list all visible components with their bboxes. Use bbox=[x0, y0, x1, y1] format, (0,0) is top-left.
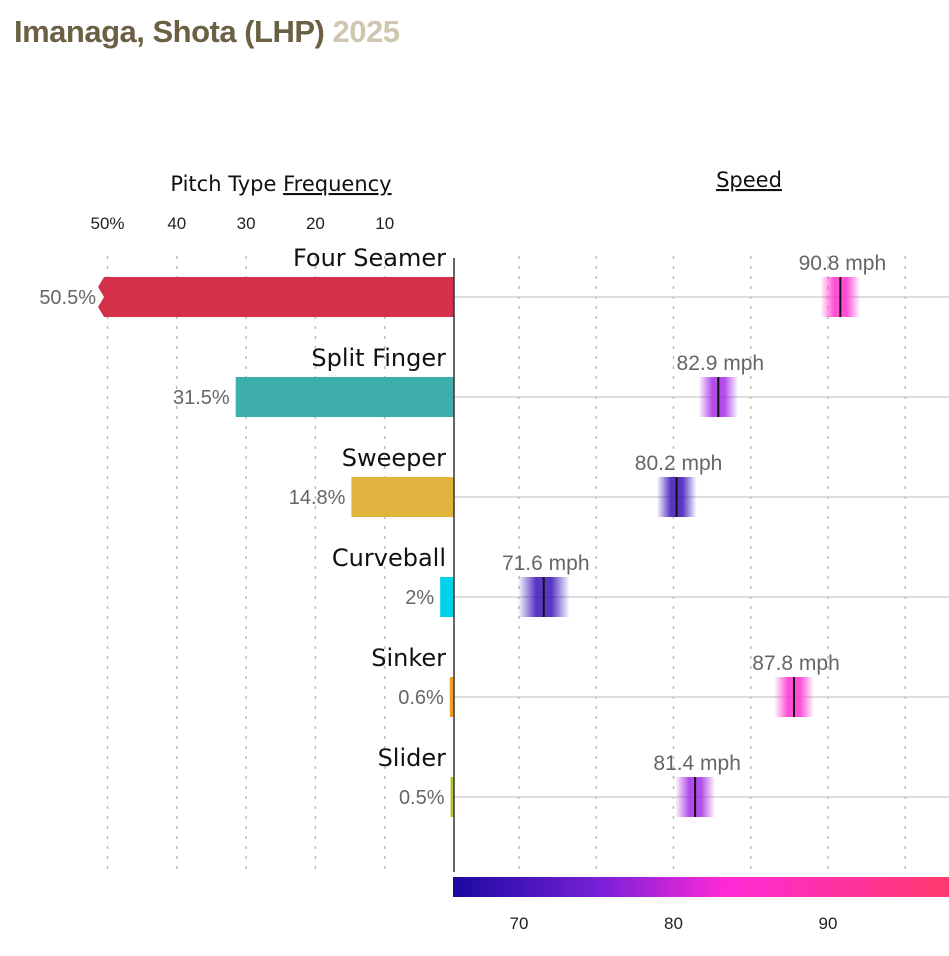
pitch-type-label: Slider bbox=[378, 744, 447, 772]
speed-value-label: 90.8 mph bbox=[799, 252, 887, 275]
speed-heading[interactable]: Speed bbox=[716, 168, 782, 192]
speed-value-label: 71.6 mph bbox=[502, 552, 590, 575]
speed-tick-label: 80 bbox=[664, 914, 683, 933]
frequency-value-label: 0.6% bbox=[398, 687, 444, 709]
pitch-type-label: Sweeper bbox=[342, 444, 446, 472]
frequency-heading-link[interactable]: Frequency bbox=[283, 172, 392, 196]
frequency-tick-label: 20 bbox=[306, 214, 325, 233]
pitch-type-label: Curveball bbox=[332, 544, 446, 572]
pitch-type-label: Sinker bbox=[371, 644, 446, 672]
frequency-bar bbox=[351, 477, 454, 517]
frequency-tick-label: 50% bbox=[90, 214, 124, 233]
frequency-bar bbox=[449, 677, 454, 717]
frequency-value-label: 50.5% bbox=[39, 287, 96, 309]
speed-value-label: 80.2 mph bbox=[635, 452, 723, 475]
frequency-heading: Pitch Type Frequency bbox=[170, 172, 391, 196]
speed-tick-label: 70 bbox=[510, 914, 529, 933]
season-year: 2025 bbox=[332, 14, 400, 49]
frequency-value-label: 0.5% bbox=[399, 787, 445, 809]
speed-value-label: 87.8 mph bbox=[752, 652, 840, 675]
frequency-value-label: 14.8% bbox=[289, 487, 346, 509]
speed-value-label: 81.4 mph bbox=[653, 752, 741, 775]
player-name: Imanaga, Shota (LHP) bbox=[14, 14, 325, 49]
pitch-type-label: Split Finger bbox=[311, 344, 446, 372]
frequency-value-label: 31.5% bbox=[173, 387, 230, 409]
speed-value-label: 82.9 mph bbox=[677, 352, 765, 375]
frequency-bar bbox=[450, 777, 454, 817]
pitch-type-label: Four Seamer bbox=[293, 244, 446, 272]
frequency-heading-prefix: Pitch Type bbox=[170, 172, 283, 196]
speed-tick-label: 90 bbox=[819, 914, 838, 933]
frequency-value-label: 2% bbox=[405, 587, 434, 609]
chart-title: Imanaga, Shota (LHP) 2025 bbox=[14, 14, 400, 50]
frequency-tick-label: 10 bbox=[375, 214, 394, 233]
frequency-tick-label: 40 bbox=[167, 214, 186, 233]
frequency-bar bbox=[235, 377, 454, 417]
frequency-bar bbox=[98, 277, 454, 317]
frequency-tick-label: 30 bbox=[237, 214, 256, 233]
frequency-bar bbox=[440, 577, 454, 617]
speed-color-scale bbox=[453, 877, 949, 897]
